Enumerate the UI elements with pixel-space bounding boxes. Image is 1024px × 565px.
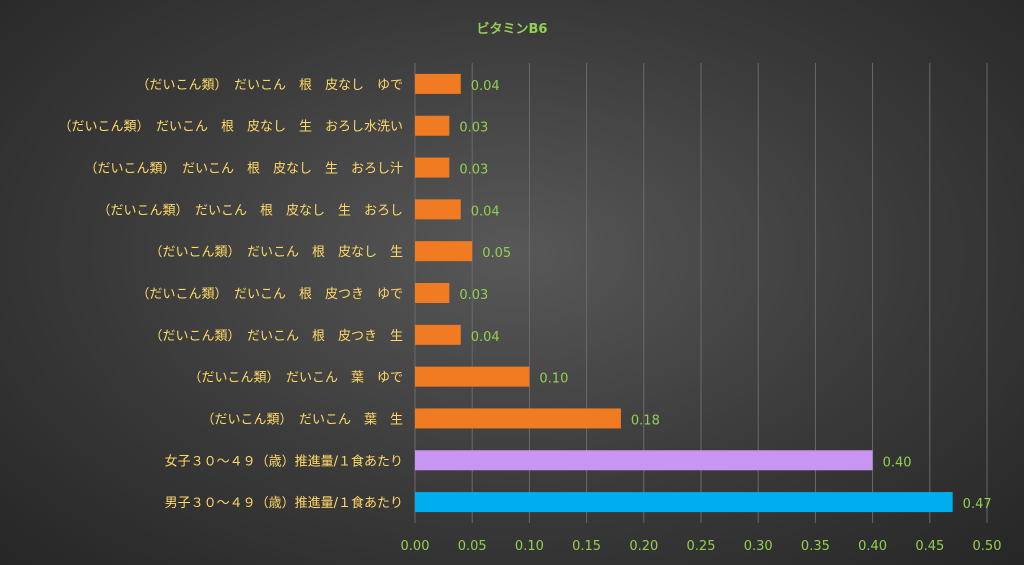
data-label: 0.18 <box>631 413 660 428</box>
data-label: 0.03 <box>459 288 488 303</box>
bar <box>415 366 530 387</box>
x-tick-label: 0.25 <box>687 539 716 554</box>
bar <box>415 199 461 220</box>
x-tick-label: 0.00 <box>401 539 430 554</box>
category-label: （だいこん類） だいこん 根 皮なし 生 おろし汁 <box>84 162 403 177</box>
bar <box>415 408 621 429</box>
category-label: （だいこん類） だいこん 根 皮なし 生 おろし <box>97 203 403 218</box>
data-label: 0.04 <box>471 330 500 345</box>
category-label: （だいこん類） だいこん 葉 ゆで <box>188 371 403 386</box>
category-label: （だいこん類） だいこん 根 皮つき 生 <box>149 329 403 344</box>
data-label: 0.10 <box>539 372 568 387</box>
x-tick-label: 0.35 <box>801 539 830 554</box>
x-tick-label: 0.50 <box>973 539 1002 554</box>
bar <box>415 324 461 345</box>
x-tick-label: 0.40 <box>858 539 887 554</box>
data-label: 0.03 <box>459 163 488 178</box>
bar <box>415 157 450 178</box>
x-tick-label: 0.05 <box>458 539 487 554</box>
category-label: （だいこん類） だいこん 根 皮なし ゆで <box>136 78 403 93</box>
data-label: 0.05 <box>482 246 511 261</box>
bar <box>415 115 450 136</box>
bar <box>415 241 473 262</box>
bar <box>415 283 450 303</box>
category-label: （だいこん類） だいこん 葉 生 <box>201 412 403 427</box>
data-label: 0.03 <box>459 121 488 136</box>
x-tick-label: 0.15 <box>572 539 601 554</box>
chart-title: ビタミンB6 <box>477 21 548 37</box>
bar <box>415 492 953 513</box>
category-label: 男子３０～４９（歳）推進量/１食あたり <box>165 495 403 511</box>
data-label: 0.04 <box>471 79 500 94</box>
category-label: 女子３０～４９（歳）推進量/１食あたり <box>165 453 403 469</box>
category-label: （だいこん類） だいこん 根 皮なし 生 おろし水洗い <box>58 120 403 135</box>
bar <box>415 73 461 94</box>
x-tick-label: 0.45 <box>915 539 944 554</box>
bar <box>415 450 873 471</box>
x-tick-label: 0.20 <box>629 539 658 554</box>
category-label: （だいこん類） だいこん 根 皮なし 生 <box>149 245 403 260</box>
x-tick-label: 0.30 <box>744 539 773 554</box>
x-tick-label: 0.10 <box>515 539 544 554</box>
data-label: 0.47 <box>963 497 992 512</box>
data-label: 0.04 <box>471 204 500 219</box>
data-label: 0.40 <box>883 455 912 470</box>
category-label: （だいこん類） だいこん 根 皮つき ゆで <box>136 287 403 302</box>
